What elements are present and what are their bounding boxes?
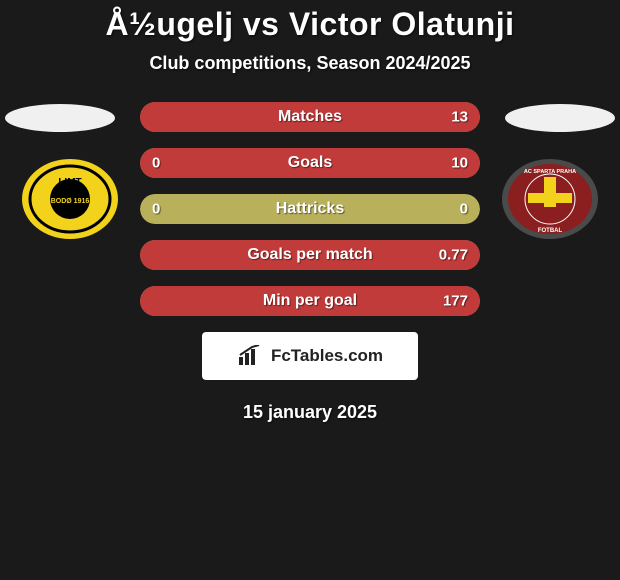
date-line: 15 january 2025	[0, 402, 620, 423]
stat-right-value: 0	[460, 201, 468, 218]
stat-label: Matches	[278, 108, 342, 126]
crest-text-top: LIMT	[58, 177, 81, 188]
brand-text: FcTables.com	[271, 346, 383, 366]
crest-band-top: AC SPARTA PRAHA	[524, 169, 576, 175]
stat-right-value: 177	[443, 293, 468, 310]
stat-row-min-per-goal: Min per goal 177	[140, 286, 480, 316]
stat-rows: Matches 13 0 Goals 10 0 Hattricks 0	[140, 102, 480, 316]
stat-right-value: 13	[451, 109, 468, 126]
stat-left-value: 0	[152, 201, 160, 218]
stat-row-goals-per-match: Goals per match 0.77	[140, 240, 480, 270]
left-club-crest: LIMT BODØ 1916	[20, 157, 120, 241]
stat-left-value: 0	[152, 155, 160, 172]
crest-text-bottom: BODØ 1916	[51, 198, 90, 205]
stat-right-value: 0.77	[439, 247, 468, 264]
stat-label: Min per goal	[263, 292, 357, 310]
stat-label: Goals per match	[247, 246, 372, 264]
bodo-glimt-crest-icon: LIMT BODØ 1916	[20, 157, 120, 241]
page-subtitle: Club competitions, Season 2024/2025	[0, 53, 620, 74]
left-player-oval	[5, 104, 115, 132]
stat-row-goals: 0 Goals 10	[140, 148, 480, 178]
stats-area: LIMT BODØ 1916 AC SPARTA PRAHA FOTBAL	[0, 102, 620, 423]
crest-band-bottom: FOTBAL	[538, 228, 563, 234]
chart-icon	[237, 345, 265, 367]
stat-right-value: 10	[451, 155, 468, 172]
stat-row-matches: Matches 13	[140, 102, 480, 132]
right-club-crest: AC SPARTA PRAHA FOTBAL	[500, 157, 600, 241]
sparta-praha-crest-icon: AC SPARTA PRAHA FOTBAL	[500, 157, 600, 241]
stat-label: Goals	[288, 154, 332, 172]
stat-row-hattricks: 0 Hattricks 0	[140, 194, 480, 224]
brand-box[interactable]: FcTables.com	[202, 332, 418, 380]
right-player-oval	[505, 104, 615, 132]
page-title: Å½ugelj vs Victor Olatunji	[0, 0, 620, 53]
stat-label: Hattricks	[276, 200, 344, 218]
